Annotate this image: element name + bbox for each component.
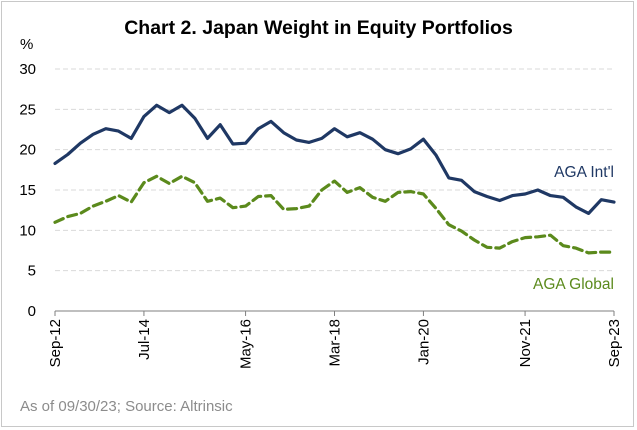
x-tick-label: Sep-23: [606, 319, 623, 367]
x-tick-label: Jan-20: [415, 319, 432, 365]
x-tick-label: Jul-14: [136, 319, 153, 360]
chart-title: Chart 2. Japan Weight in Equity Portfoli…: [124, 17, 513, 39]
y-tick-label: 5: [28, 263, 36, 280]
y-axis-tick-labels: 0 5 10 15 20 25 30: [19, 61, 36, 320]
series-label-aga-global: AGA Global: [533, 276, 614, 293]
y-tick-label: 0: [28, 303, 36, 320]
gridlines: [55, 68, 614, 272]
series-labels: AGA Int'l AGA Global: [533, 164, 614, 293]
series-label-aga-intl: AGA Int'l: [554, 164, 614, 181]
y-tick-label: 25: [19, 101, 36, 118]
y-tick-label: 15: [19, 182, 36, 199]
source-note: As of 09/30/23; Source: Altrinsic: [20, 398, 233, 415]
x-tick-label: Mar-18: [327, 319, 344, 367]
series-line-aga-intl: [53, 103, 616, 215]
series-line-aga-global: [53, 174, 616, 255]
x-tick-label: May-16: [238, 319, 255, 369]
y-tick-label: 20: [19, 142, 36, 159]
y-tick-label: 10: [19, 222, 36, 239]
y-axis-unit-label: %: [20, 36, 34, 53]
x-tick-label: Nov-21: [517, 319, 534, 367]
y-tick-label: 30: [19, 61, 36, 78]
x-tick-label: Sep-12: [47, 319, 64, 367]
x-axis-tick-labels: Sep-12 Jul-14 May-16 Mar-18 Jan-20 Nov-21 Sep-…: [47, 311, 623, 369]
series-lines: [53, 103, 616, 255]
